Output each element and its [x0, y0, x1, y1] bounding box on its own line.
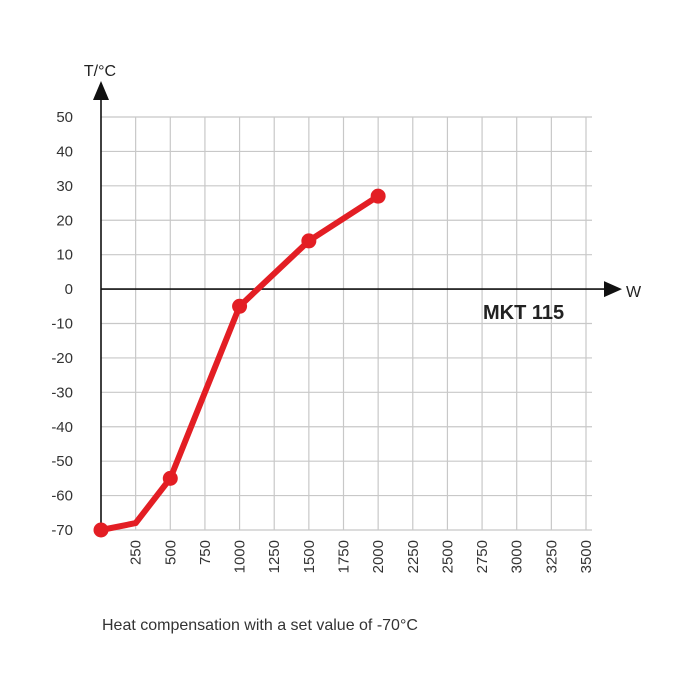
y-tick-label: -10 — [51, 316, 73, 333]
x-tick-label: 1500 — [301, 540, 318, 573]
y-axis-label: T/°C — [84, 63, 116, 80]
data-point — [301, 233, 317, 249]
y-tick-label: 40 — [56, 143, 73, 160]
y-tick-label: -70 — [51, 522, 73, 539]
x-tick-label: 3250 — [543, 540, 560, 573]
data-point — [232, 298, 248, 314]
y-axis-arrow-icon — [93, 81, 109, 100]
x-axis-arrow-icon — [604, 281, 622, 298]
y-tick-label: 0 — [65, 281, 73, 298]
x-tick-label: 3500 — [578, 540, 595, 573]
x-tick-label: 2500 — [439, 540, 456, 573]
x-tick-labels: 250 500 750 1000 1250 1500 1750 2000 2250 2500 275… — [128, 540, 595, 573]
y-tick-label: 50 — [56, 109, 73, 126]
x-tick-label: 2750 — [474, 540, 491, 573]
y-tick-label: -60 — [51, 488, 73, 505]
series-line — [98, 193, 382, 533]
y-tick-labels: 50 40 30 20 10 0 -10 -20 -30 -40 -50 -60 -70 — [51, 109, 73, 539]
y-tick-label: -50 — [51, 453, 73, 470]
chart-caption: Heat compensation with a set value of -7… — [102, 617, 418, 634]
data-point — [162, 470, 178, 486]
series-group — [93, 188, 386, 538]
x-tick-label: 750 — [197, 540, 214, 565]
axes — [93, 81, 622, 530]
x-tick-label: 1750 — [336, 540, 353, 573]
y-tick-label: 20 — [56, 212, 73, 229]
series-label: MKT 115 — [483, 302, 564, 324]
x-tick-label: 2250 — [405, 540, 422, 573]
data-point — [370, 188, 386, 204]
x-axis-label: W — [626, 284, 642, 301]
y-tick-label: 30 — [56, 178, 73, 195]
data-point — [93, 522, 109, 538]
y-tick-label: 10 — [56, 247, 73, 264]
y-tick-label: -30 — [51, 384, 73, 401]
x-tick-label: 500 — [162, 540, 179, 565]
y-tick-label: -40 — [51, 419, 73, 436]
y-tick-label: -20 — [51, 350, 73, 367]
x-tick-label: 2000 — [370, 540, 387, 573]
x-tick-label: 250 — [128, 540, 145, 565]
x-tick-label: 3000 — [509, 540, 526, 573]
x-tick-label: 1000 — [232, 540, 249, 573]
x-tick-label: 1250 — [266, 540, 283, 573]
